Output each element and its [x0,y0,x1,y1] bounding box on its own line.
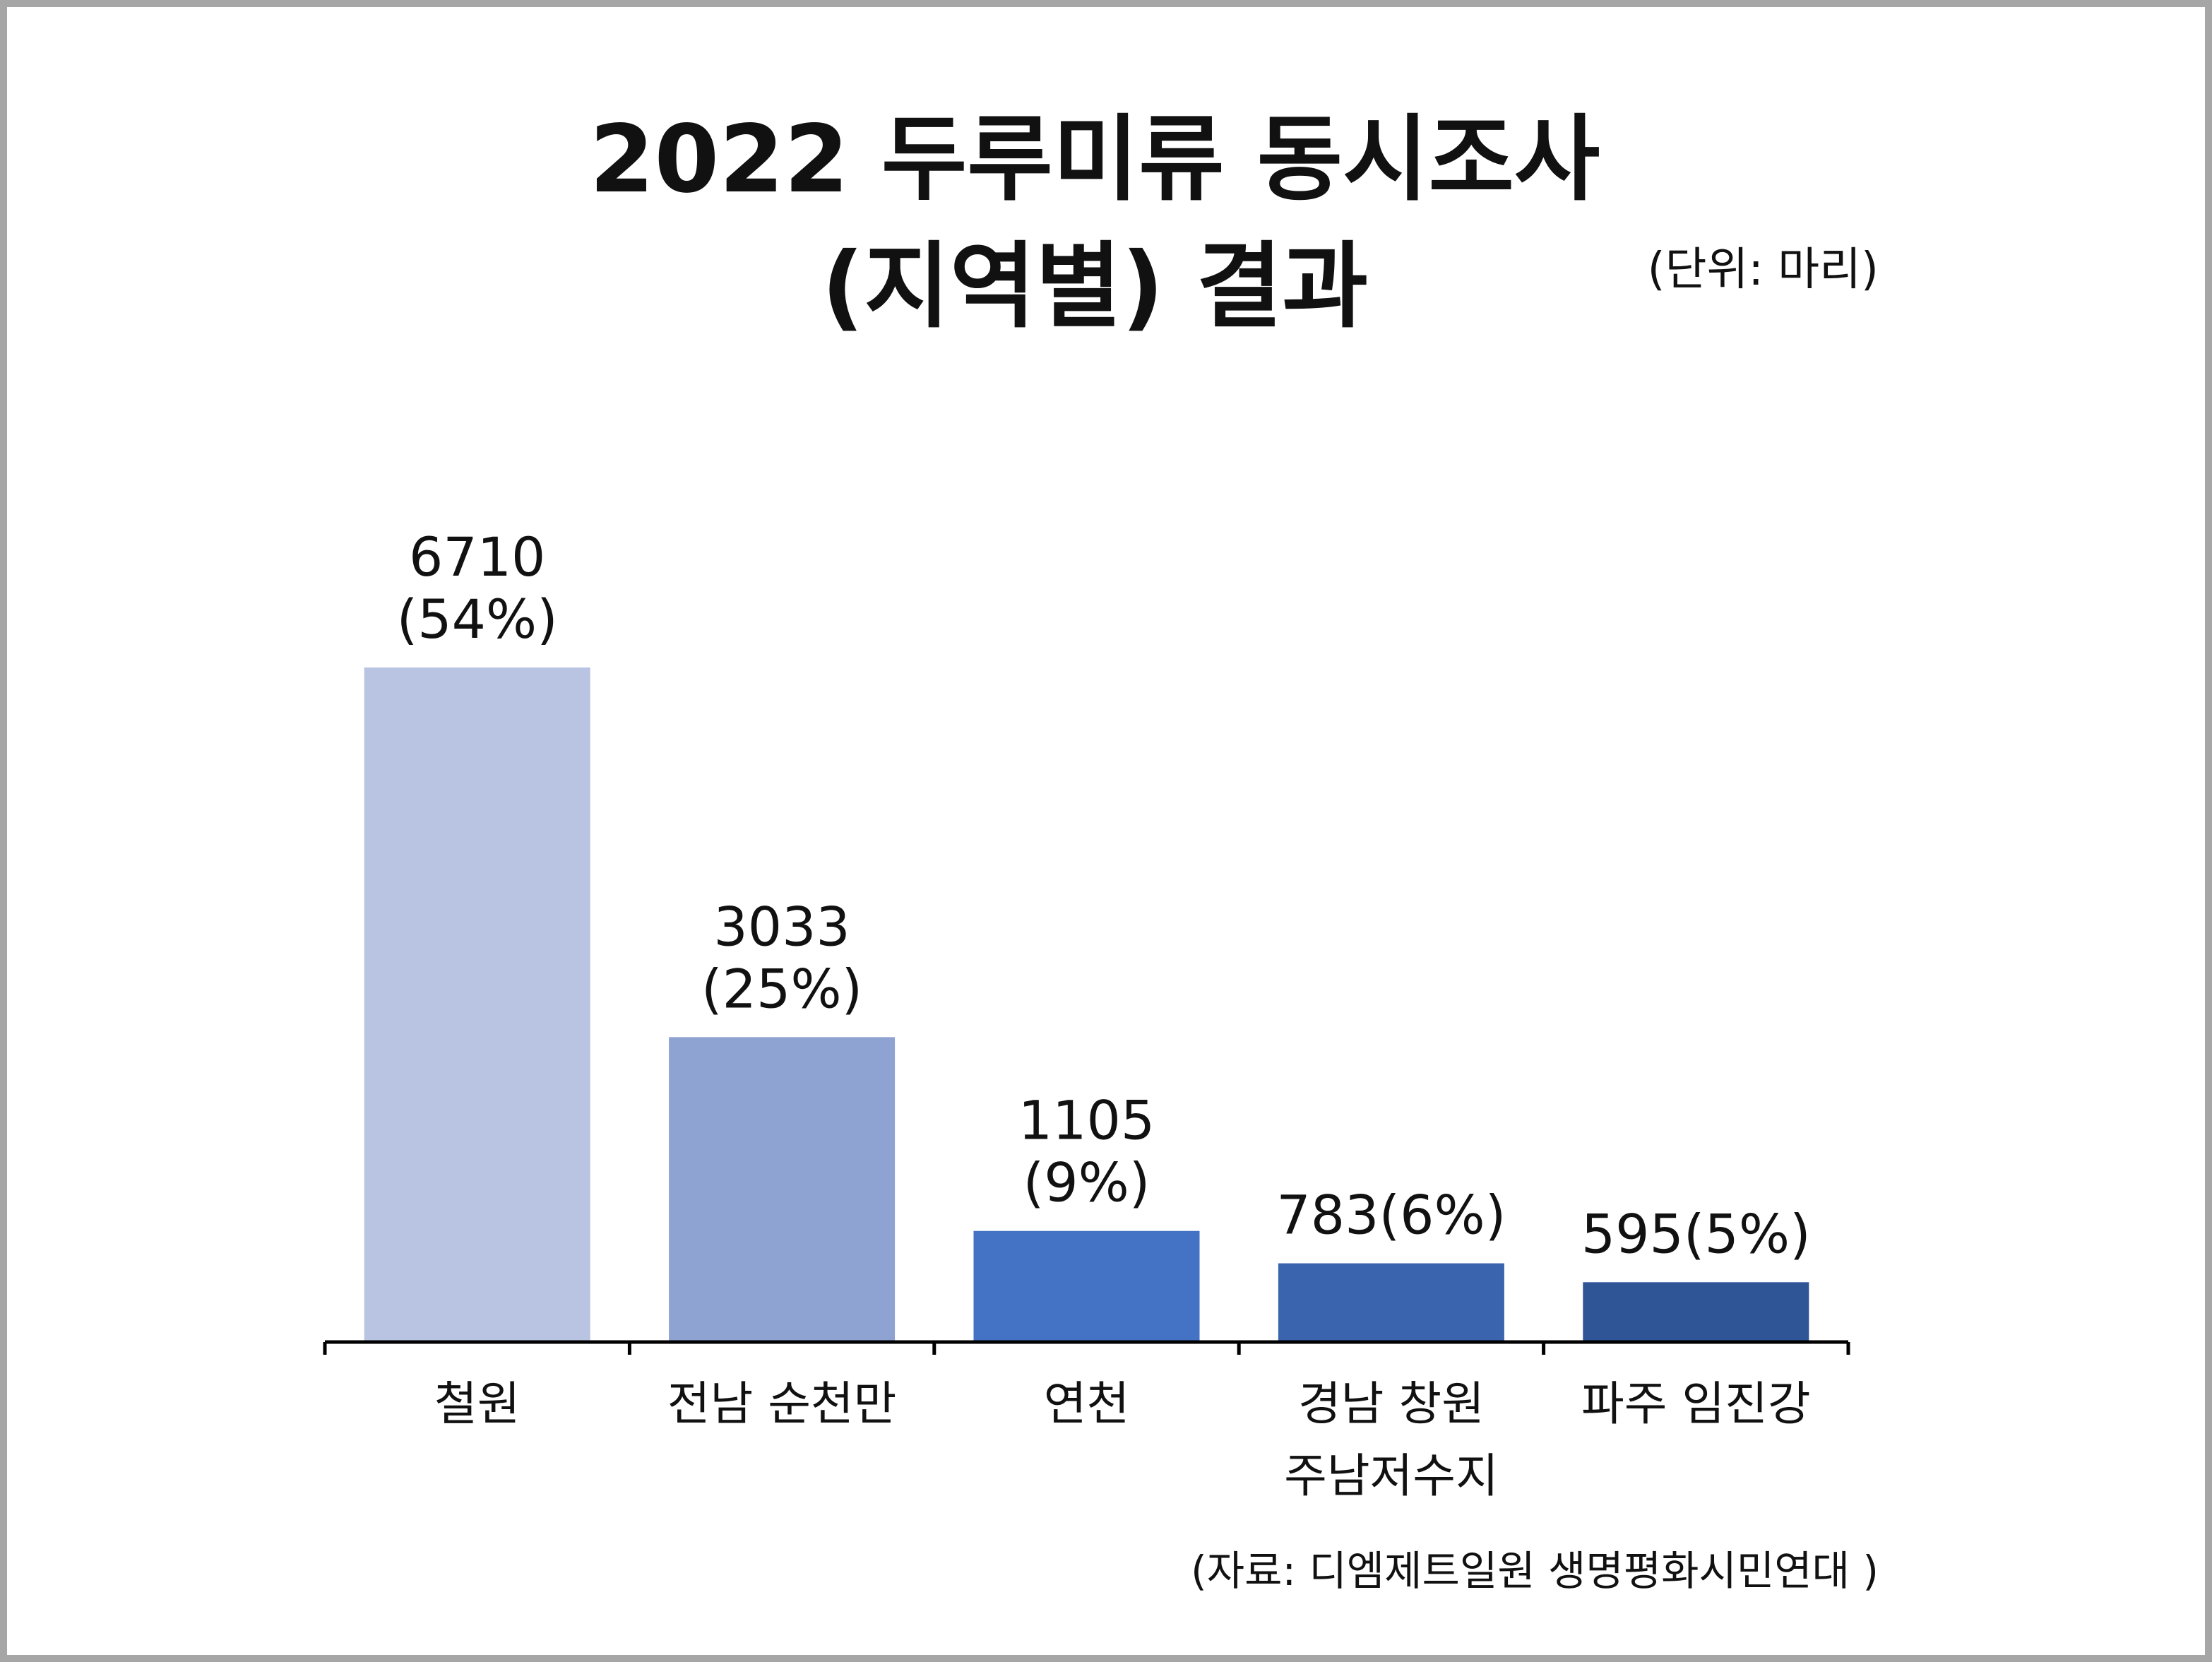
x-tick-label: 철원 [434,1377,520,1431]
x-tick-label: 연천 [1044,1377,1129,1431]
bar [1278,1263,1504,1342]
bar [973,1230,1200,1342]
data-label: (9%) [1023,1151,1150,1214]
bar [669,1037,896,1342]
data-label: 783(6%) [1276,1184,1506,1247]
data-label: 595(5%) [1581,1202,1811,1265]
x-tick-label: 전남 순천만 [667,1377,897,1431]
data-label: (25%) [701,957,862,1020]
source-note: (자료: 디엠제트일원 생명평화시민연대 ) [1191,1547,1879,1595]
bar [364,667,590,1342]
data-label: (54%) [397,588,558,651]
bar [1583,1282,1809,1342]
chart-title-line-2: (지역별) 결과 [821,232,1368,341]
chart-title-line-1: 2022 두루미류 동시조사 [589,105,1600,214]
data-label: 3033 [713,895,850,958]
x-tick-label: 경남 창원 [1298,1377,1485,1431]
data-label: 1105 [1018,1089,1155,1152]
x-tick-label: 주남저수지 [1284,1449,1499,1503]
data-label: 6710 [409,526,545,588]
unit-note: (단위: 마리) [1647,244,1879,296]
x-tick-label: 파주 임진강 [1581,1377,1811,1431]
